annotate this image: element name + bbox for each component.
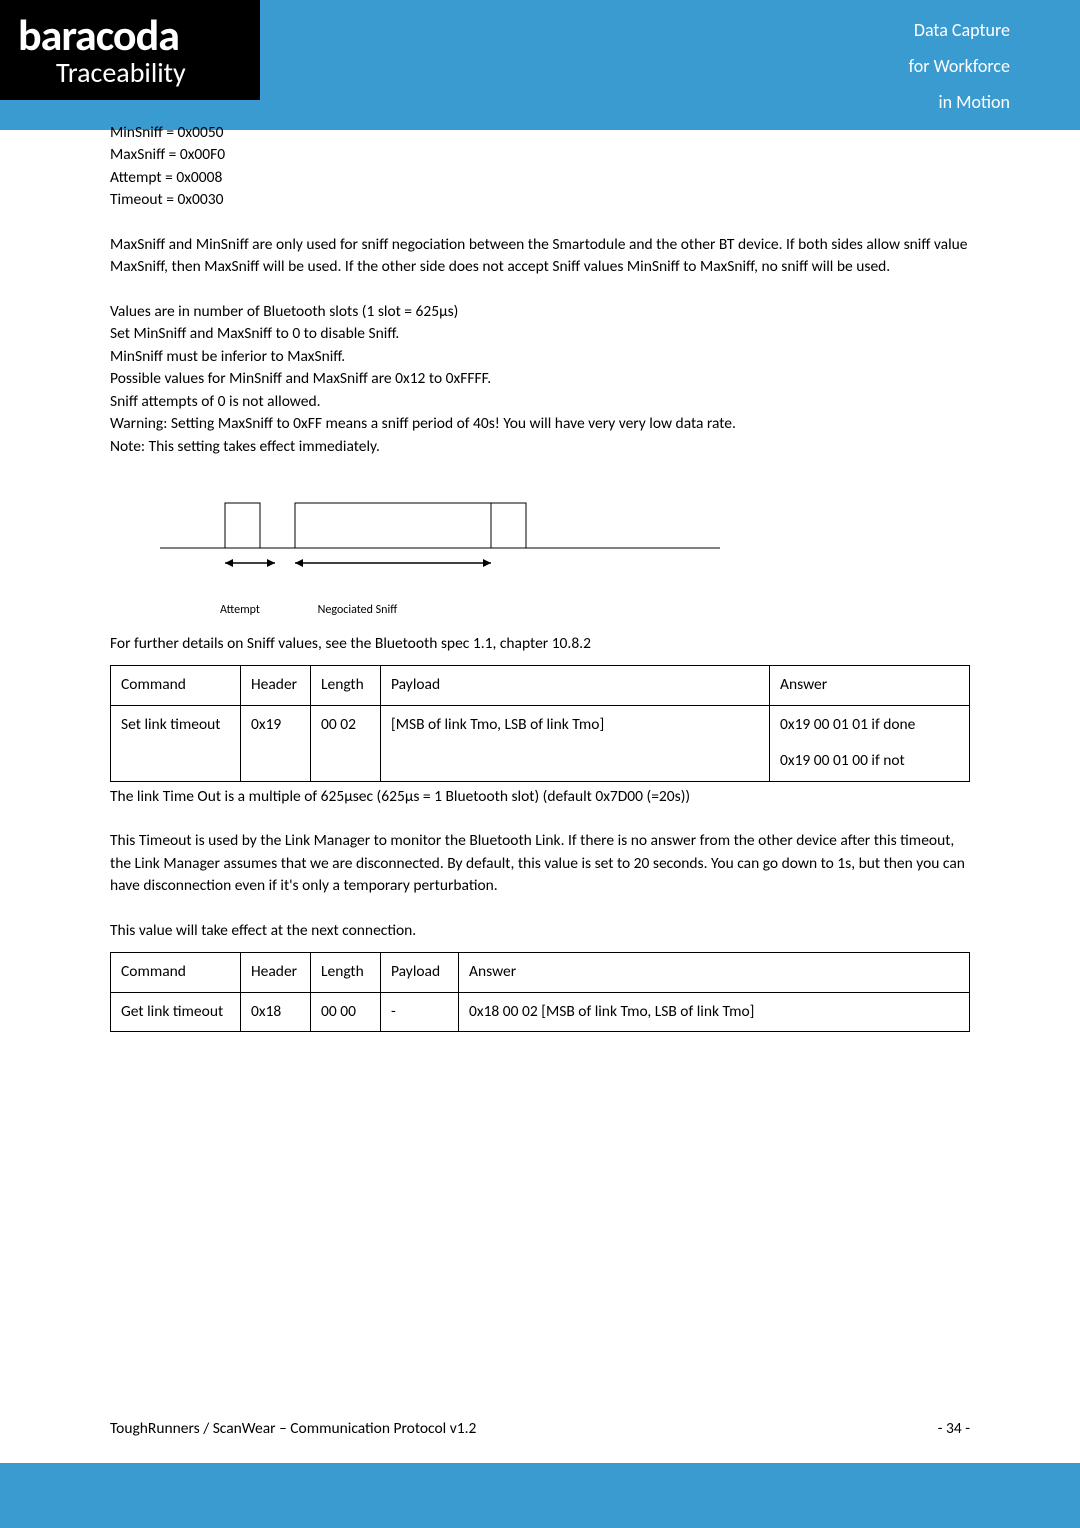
params-block: MinSniff = 0x0050 MaxSniff = 0x00F0 Atte… — [110, 122, 970, 212]
paragraph: This Timeout is used by the Link Manager… — [110, 830, 970, 897]
table-header: Command — [111, 666, 241, 705]
get-link-timeout-table: Command Header Length Payload Answer Get… — [110, 952, 970, 1032]
body-text: MinSniff must be inferior to MaxSniff. — [110, 346, 970, 368]
logo-top: baracoda — [18, 13, 242, 57]
page-content: MinSniff = 0x0050 MaxSniff = 0x00F0 Atte… — [0, 122, 1080, 1032]
body-text: This value will take effect at the next … — [110, 920, 970, 942]
tagline-line: in Motion — [909, 84, 1010, 120]
table-cell: Get link timeout — [111, 992, 241, 1031]
body-text: Possible values for MinSniff and MaxSnif… — [110, 368, 970, 390]
table-header: Length — [311, 666, 381, 705]
body-text: Values are in number of Bluetooth slots … — [110, 301, 970, 323]
body-text: For further details on Sniff values, see… — [110, 633, 970, 655]
table-header: Length — [311, 953, 381, 992]
diagram-label-negociated: Negociated Sniff — [318, 602, 398, 619]
table-header: Header — [241, 666, 311, 705]
page-footer-text: ToughRunners / ScanWear – Communication … — [110, 1419, 970, 1438]
set-link-timeout-table: Command Header Length Payload Answer Set… — [110, 665, 970, 781]
table-header: Header — [241, 953, 311, 992]
body-text: Set MinSniff and MaxSniff to 0 to disabl… — [110, 323, 970, 345]
footer-page-number: - 34 - — [938, 1419, 970, 1438]
table-header: Payload — [381, 666, 770, 705]
body-text: MaxSniff and MinSniff are only used for … — [110, 234, 970, 279]
table-cell: - — [381, 992, 459, 1031]
sniff-diagram: Attempt Negociated Sniff — [160, 488, 970, 619]
body-text: This Timeout is used by the Link Manager… — [110, 830, 970, 897]
body-text: The link Time Out is a multiple of 625µs… — [110, 786, 970, 808]
body-text: Warning: Setting MaxSniff to 0xFF means … — [110, 413, 970, 435]
paragraph: For further details on Sniff values, see… — [110, 633, 970, 655]
paragraph: MaxSniff and MinSniff are only used for … — [110, 234, 970, 279]
table-cell: Set link timeout — [111, 705, 241, 781]
tagline-line: Data Capture — [909, 12, 1010, 48]
table-cell: 0x18 00 02 [MSB of link Tmo, LSB of link… — [459, 992, 970, 1031]
table-cell: [MSB of link Tmo, LSB of link Tmo] — [381, 705, 770, 781]
paragraph: This value will take effect at the next … — [110, 920, 970, 942]
diagram-labels: Attempt Negociated Sniff — [160, 602, 970, 619]
paragraph: Values are in number of Bluetooth slots … — [110, 301, 970, 458]
tagline-line: for Workforce — [909, 48, 1010, 84]
footer-left: ToughRunners / ScanWear – Communication … — [110, 1419, 476, 1438]
diagram-label-attempt: Attempt — [220, 602, 260, 619]
table-cell: 00 00 — [311, 992, 381, 1031]
page-footer-bar — [0, 1463, 1080, 1528]
logo-bottom: Traceability — [56, 59, 242, 87]
diagram-svg — [160, 488, 720, 588]
body-text: Sniff attempts of 0 is not allowed. — [110, 391, 970, 413]
body-text: Note: This setting takes effect immediat… — [110, 436, 970, 458]
param-line: Attempt = 0x0008 — [110, 167, 970, 189]
param-line: MaxSniff = 0x00F0 — [110, 144, 970, 166]
tagline: Data Capture for Workforce in Motion — [909, 0, 1010, 120]
table-header: Answer — [459, 953, 970, 992]
param-line: Timeout = 0x0030 — [110, 189, 970, 211]
logo: baracoda Traceability — [0, 0, 260, 100]
table-header: Payload — [381, 953, 459, 992]
table-cell: 00 02 — [311, 705, 381, 781]
table-header: Answer — [770, 666, 970, 705]
table-cell: 0x18 — [241, 992, 311, 1031]
answer-line: 0x19 00 01 01 if done — [780, 714, 959, 736]
param-line: MinSniff = 0x0050 — [110, 122, 970, 144]
table-cell: 0x19 00 01 01 if done 0x19 00 01 00 if n… — [770, 705, 970, 781]
table-header: Command — [111, 953, 241, 992]
page-header: baracoda Traceability Data Capture for W… — [0, 0, 1080, 130]
table-cell: 0x19 — [241, 705, 311, 781]
answer-line: 0x19 00 01 00 if not — [780, 750, 959, 772]
